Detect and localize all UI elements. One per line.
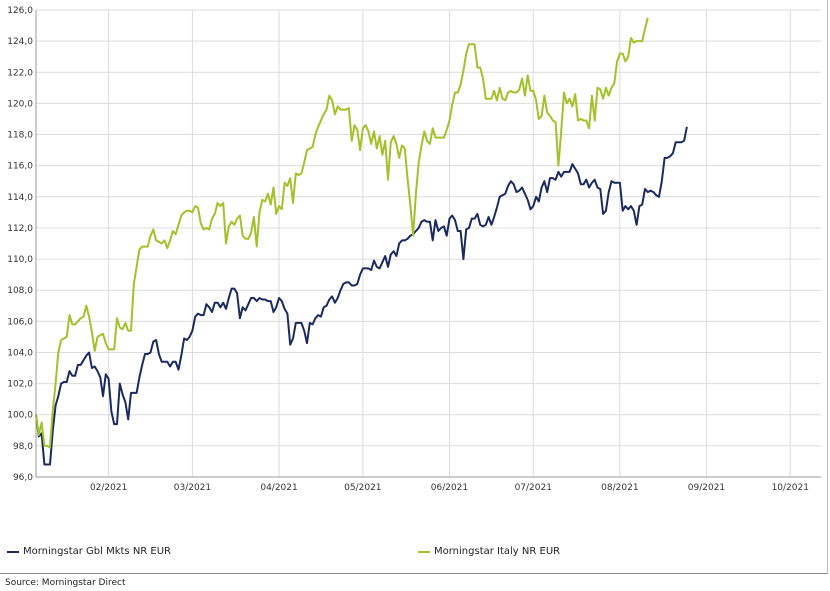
y-tick-label: 104,0: [7, 348, 33, 358]
y-tick-label: 98,0: [13, 442, 33, 452]
legend-label-gbl: Morningstar Gbl Mkts NR EUR: [23, 546, 172, 557]
source-note: Source: Morningstar Direct: [5, 578, 126, 588]
y-tick-label: 114,0: [7, 193, 33, 203]
legend-item-gbl: Morningstar Gbl Mkts NR EUR: [7, 546, 171, 557]
chart-frame: [0, 0, 828, 574]
grid: [36, 9, 821, 478]
y-tick-label: 124,0: [7, 37, 33, 47]
x-tick-label: 07/2021: [515, 483, 552, 493]
series-line-italy: [35, 17, 649, 449]
y-axis: 96,0 98,0 100,0 102,0 104,0 106,0 108,0 110,0 11…: [7, 6, 37, 483]
x-tick-label: 04/2021: [260, 483, 297, 493]
x-tick-label: 10/2021: [772, 483, 809, 493]
legend-swatch-italy: [418, 550, 430, 553]
y-tick-label: 102,0: [7, 380, 33, 390]
y-tick-label: 120,0: [7, 99, 33, 109]
y-tick-label: 112,0: [7, 224, 33, 234]
y-tick-label: 118,0: [7, 131, 33, 141]
y-tick-label: 116,0: [7, 162, 33, 172]
x-tick-label: 02/2021: [90, 483, 127, 493]
y-tick-label: 122,0: [7, 68, 33, 78]
x-tick-label: 06/2021: [431, 483, 468, 493]
x-tick-label: 08/2021: [601, 483, 638, 493]
series-lines: [35, 17, 688, 466]
x-tick-label: 03/2021: [174, 483, 211, 493]
y-tick-label: 106,0: [7, 317, 33, 327]
y-tick-label: 96,0: [13, 473, 33, 483]
legend-item-italy: Morningstar Italy NR EUR: [418, 546, 560, 557]
y-tick-label: 100,0: [7, 411, 33, 421]
legend-label-italy: Morningstar Italy NR EUR: [434, 546, 561, 557]
y-tick-label: 110,0: [7, 255, 33, 265]
x-tick-label: 09/2021: [688, 483, 725, 493]
series-line-gbl-mkts: [35, 126, 688, 466]
legend-swatch-gbl: [7, 550, 19, 553]
x-tick-label: 05/2021: [344, 483, 381, 493]
y-tick-label: 108,0: [7, 286, 33, 296]
y-tick-label: 126,0: [7, 6, 33, 16]
x-axis: 02/2021 03/2021 04/2021 05/2021 06/2021 07/20…: [36, 476, 821, 493]
line-chart: 96,0 98,0 100,0 102,0 104,0 106,0 108,0 110,0 11…: [7, 6, 821, 493]
